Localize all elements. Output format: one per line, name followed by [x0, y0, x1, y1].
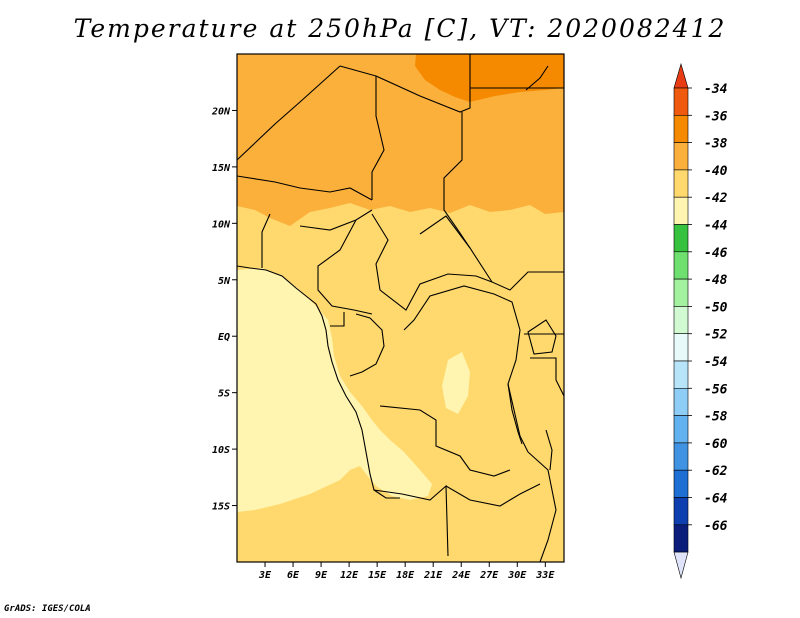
- border-cameroon: [317, 219, 373, 315]
- y-tick-label: 5N: [218, 276, 231, 287]
- red-sea-coast: [525, 65, 549, 91]
- colorbar-label: -48: [704, 273, 728, 288]
- colorbar-label: -34: [704, 82, 728, 97]
- border-sahara-2: [339, 65, 385, 200]
- x-tick-label: 3E: [258, 570, 272, 581]
- colorbar-swatch: [673, 497, 689, 526]
- border-congo: [330, 312, 385, 377]
- x-tick-label: 33E: [535, 570, 555, 581]
- x-tick-label: 30E: [507, 570, 527, 581]
- colorbar-swatch: [673, 469, 689, 498]
- colorbar-swatch: [673, 142, 689, 171]
- colorbar-swatch: [673, 524, 689, 553]
- colorbar-label: -36: [704, 109, 728, 124]
- border-sudan-west: [443, 112, 471, 249]
- lake-malawi: [545, 429, 553, 471]
- y-axis: 20N 15N 10N 5N EQ 5S 10S 15S: [211, 106, 237, 513]
- colorbar-swatch: [673, 442, 689, 471]
- field-spot-interior: [442, 352, 470, 414]
- plot-frame: [236, 53, 565, 563]
- colorbar-label: -52: [704, 328, 728, 343]
- lake-tanganyika: [507, 383, 523, 445]
- y-tick-label: EQ: [218, 332, 230, 343]
- colorbar-bottom-arrow: [673, 551, 689, 580]
- x-axis: 3E 6E 9E 12E 15E 18E 21E 24E 27E 30E 33E: [258, 562, 555, 581]
- x-tick-label: 21E: [423, 570, 443, 581]
- colorbar-label: -50: [704, 300, 728, 315]
- y-tick-label: 20N: [211, 106, 231, 117]
- border-nigeria: [261, 209, 373, 268]
- colorbar-label: -56: [704, 382, 728, 397]
- x-tick-label: 9E: [315, 570, 328, 581]
- y-tick-label: 15N: [212, 163, 231, 174]
- map-title: Temperature at 250hPa [C], VT: 202008241…: [73, 14, 727, 43]
- colorbar-swatch: [673, 278, 689, 307]
- border-sahara-1: [237, 65, 341, 161]
- colorbar-swatch: [673, 415, 689, 444]
- colorbar-swatch: [673, 360, 689, 389]
- colorbar-label: -60: [704, 437, 728, 452]
- colorbar-swatch: [673, 169, 689, 198]
- border-drc-east: [403, 285, 529, 453]
- y-tick-label: 10S: [212, 445, 230, 456]
- x-tick-label: 12E: [340, 570, 359, 581]
- colorbar-swatch: [673, 224, 689, 253]
- colorbar-swatch: [673, 87, 689, 116]
- colorbar: -34 -36 -38 -40 -42 -44 -46 -48 -50 -52 -54 -56 -58 -…: [673, 62, 728, 580]
- colorbar-label: -40: [704, 164, 728, 179]
- colorbar-label: -64: [704, 492, 728, 507]
- coastline-west: [237, 265, 400, 499]
- colorbar-label: -38: [704, 137, 728, 152]
- colorbar-label: -54: [704, 355, 728, 370]
- border-drc-south: [379, 405, 511, 477]
- border-zambia: [445, 483, 541, 507]
- colorbar-label: -42: [704, 191, 728, 206]
- colorbar-swatch: [673, 251, 689, 280]
- border-west-africa: [237, 175, 373, 201]
- field-band-42: [237, 268, 432, 512]
- x-tick-label: 27E: [479, 570, 499, 581]
- colorbar-label: -44: [704, 219, 728, 234]
- colorbar-top-arrow: [673, 62, 689, 89]
- x-tick-label: 6E: [287, 570, 300, 581]
- colorbar-label: -62: [704, 464, 728, 479]
- border-tanzania: [524, 333, 564, 397]
- colorbar-swatch: [673, 196, 689, 225]
- border-mozambique: [527, 451, 557, 562]
- border-car: [371, 213, 493, 311]
- x-tick-label: 18E: [396, 570, 415, 581]
- colorbar-swatch: [673, 333, 689, 362]
- colorbar-label: -58: [704, 410, 728, 425]
- colorbar-swatch: [673, 387, 689, 416]
- grads-credit: GrADS: IGES/COLA: [4, 604, 91, 614]
- y-tick-label: 5S: [218, 389, 230, 400]
- colorbar-label: -66: [704, 519, 728, 534]
- y-tick-label: 15S: [212, 502, 230, 513]
- lake-victoria: [527, 319, 557, 355]
- border-car-sudan: [419, 215, 564, 291]
- map-plot: [237, 54, 564, 562]
- x-tick-label: 15E: [368, 570, 387, 581]
- border-angola-south: [373, 484, 449, 557]
- x-tick-label: 24E: [451, 570, 471, 581]
- colorbar-label: -46: [704, 246, 728, 261]
- colorbar-swatch: [673, 306, 689, 334]
- borders: [237, 54, 564, 562]
- border-chad-libya: [375, 54, 471, 113]
- colorbar-swatch: [673, 115, 689, 143]
- y-tick-label: 10N: [212, 219, 231, 230]
